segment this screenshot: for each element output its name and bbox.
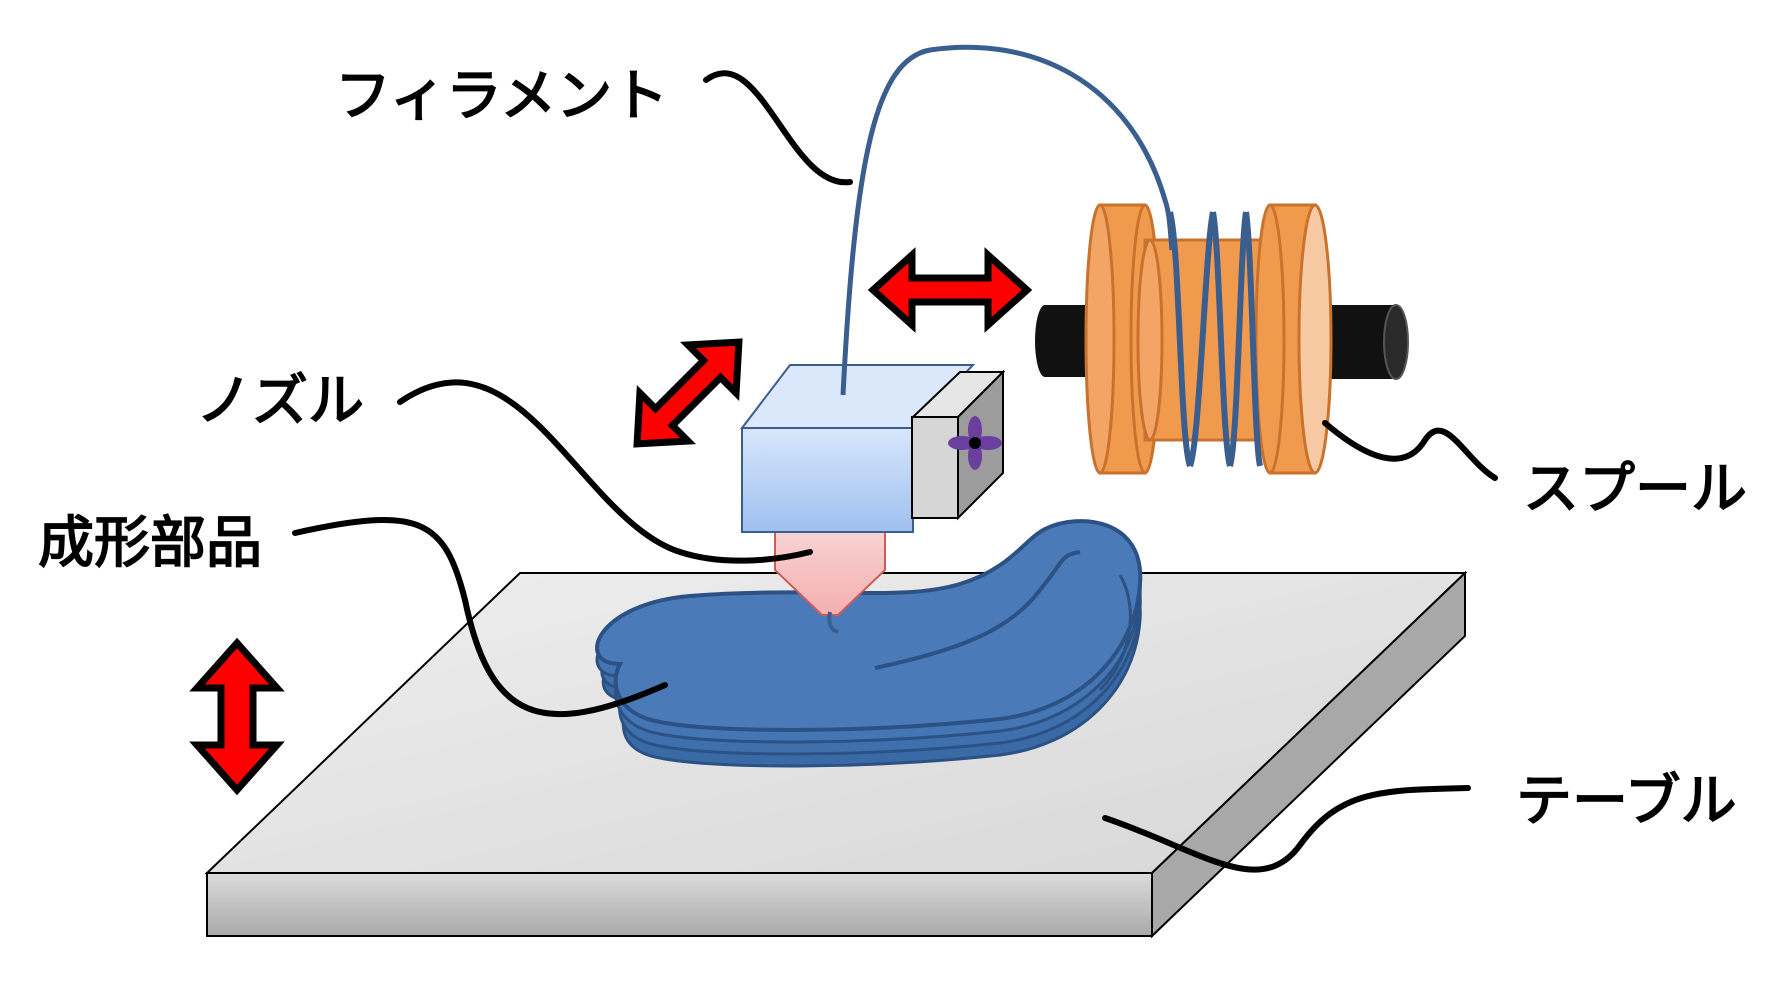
fan-housing-front [911,416,959,519]
leader-spool [1322,420,1498,481]
arrow-y [633,338,743,448]
printed-part [595,519,1143,768]
leader-filament [703,70,853,186]
leader-table [1102,785,1471,873]
spool [1035,203,1409,475]
label-part: 成形部品 [38,511,262,576]
arrow-x [867,247,1033,333]
double-arrow-icon [189,247,1033,796]
label-table: テーブル [1516,769,1737,834]
arrow-z [189,637,285,796]
fan-icon [948,416,1002,470]
head-front [741,427,914,533]
label-nozzle: ノズル [196,369,364,434]
leader-part [292,517,668,718]
label-filament: フィラメント [335,64,668,129]
table-front [206,872,1153,937]
label-spool: スプール [1523,457,1747,522]
leader-nozzle [397,379,813,564]
print-head [739,364,1006,634]
filament-strand [840,44,1175,396]
table-right-side [1151,570,1466,939]
